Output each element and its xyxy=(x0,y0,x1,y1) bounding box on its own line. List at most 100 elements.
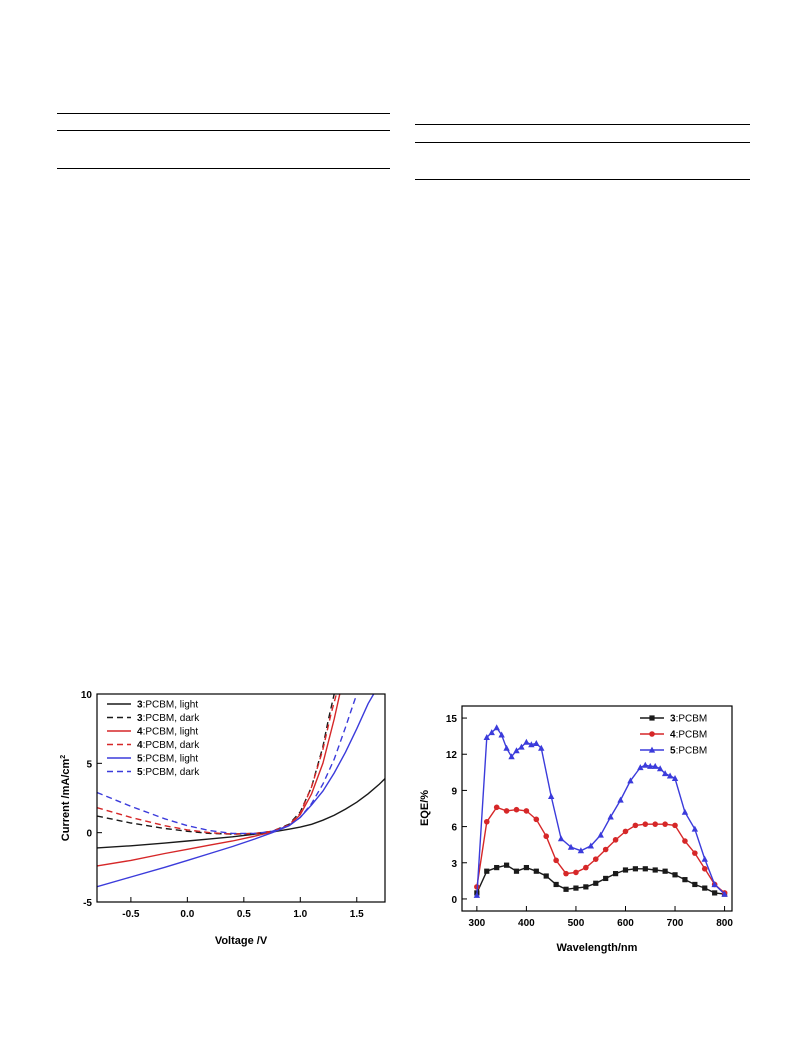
eqe-legend-label-num: 5 xyxy=(670,746,676,757)
eqe-point xyxy=(627,777,634,784)
eqe-point xyxy=(642,866,648,872)
eqe-point xyxy=(656,765,664,772)
eqe-point xyxy=(523,808,530,814)
eqe-legend-label-num: 4 xyxy=(670,730,676,741)
eqe-point xyxy=(661,770,669,777)
eqe-point xyxy=(632,866,638,872)
eqe-point xyxy=(682,838,688,844)
eqe-point xyxy=(557,835,565,842)
eqe-point xyxy=(583,864,589,871)
eqe-point xyxy=(518,743,525,750)
jv-legend-label: 4:PCBM, light xyxy=(137,727,198,738)
jv-y-tick-label: 10 xyxy=(81,690,93,701)
jv-legend-label-text: :PCBM, light xyxy=(143,754,199,765)
eqe-point xyxy=(642,761,649,768)
table-left-top-rule xyxy=(57,113,390,115)
eqe-legend-label-num: 3 xyxy=(670,714,676,725)
eqe-point xyxy=(652,821,659,827)
jv-series-line-6 xyxy=(97,694,358,835)
eqe-point xyxy=(607,813,614,820)
eqe-point xyxy=(672,822,678,829)
eqe-point xyxy=(612,837,619,843)
eqe-chart: 300 400 500 600 700 800 0 3 6 9 12 15 Wavelength/nm… xyxy=(419,705,733,954)
eqe-point xyxy=(553,857,559,864)
eqe-y-tick-label: 12 xyxy=(446,750,458,761)
jv-series-line-4 xyxy=(97,694,338,835)
eqe-point xyxy=(567,843,575,850)
eqe-legend-label-text: :PCBM xyxy=(676,714,708,725)
jv-legend-label: 5:PCBM, dark xyxy=(137,767,200,778)
eqe-point xyxy=(711,881,718,888)
eqe-point xyxy=(593,880,599,886)
eqe-point xyxy=(503,808,510,814)
eqe-ticks: 300 400 500 600 700 800 0 3 6 9 12 15 xyxy=(446,714,733,929)
eqe-point xyxy=(503,862,510,868)
eqe-point xyxy=(692,881,698,888)
jv-legend-label-num: 4 xyxy=(137,727,143,738)
eqe-point xyxy=(642,821,649,827)
eqe-curves xyxy=(473,724,728,898)
eqe-y-tick-label: 15 xyxy=(446,714,458,725)
eqe-point xyxy=(602,846,609,853)
eqe-point xyxy=(523,738,530,745)
eqe-axes-frame xyxy=(461,705,733,912)
eqe-point xyxy=(721,890,728,897)
jv-axes-frame xyxy=(96,693,386,903)
eqe-point xyxy=(484,868,490,874)
jv-y-axis-label-main: Current /mA/cm xyxy=(60,758,72,841)
eqe-point xyxy=(473,891,481,898)
eqe-point xyxy=(712,890,718,896)
jv-legend-label: 3:PCBM, dark xyxy=(137,713,200,724)
table-left-bottom-rule xyxy=(57,168,390,170)
eqe-point xyxy=(587,842,595,849)
eqe-x-tick-label: 300 xyxy=(469,918,486,929)
jv-x-tick-label: 1.0 xyxy=(293,909,307,920)
eqe-point xyxy=(672,872,678,878)
eqe-point xyxy=(702,885,708,891)
eqe-point xyxy=(573,885,579,891)
eqe-point xyxy=(666,772,674,779)
eqe-point xyxy=(682,877,688,883)
jv-x-tick-label: 1.5 xyxy=(350,909,364,920)
eqe-point xyxy=(488,729,495,736)
eqe-x-tick-label: 800 xyxy=(716,918,733,929)
eqe-point xyxy=(691,825,699,832)
eqe-point xyxy=(671,774,679,781)
jv-series-line-1 xyxy=(97,778,385,849)
eqe-point xyxy=(701,865,708,872)
eqe-y-tick-label: 0 xyxy=(451,895,457,906)
jv-plot-area: -0.5 0.0 0.5 1.0 1.5 -5 0 5 10 xyxy=(81,690,386,920)
eqe-point xyxy=(494,864,500,871)
eqe-point xyxy=(483,818,490,825)
jv-legend-label: 5:PCBM, light xyxy=(137,754,198,765)
eqe-point xyxy=(592,856,599,862)
eqe-y-tick-label: 3 xyxy=(451,859,457,870)
eqe-y-tick-label: 6 xyxy=(451,823,457,834)
eqe-y-tick-label: 9 xyxy=(451,786,457,797)
jv-legend-label: 3:PCBM, light xyxy=(137,700,198,711)
eqe-legend-label: 5:PCBM xyxy=(670,746,707,757)
eqe-plot-area: 300 400 500 600 700 800 0 3 6 9 12 15 xyxy=(446,705,733,929)
jv-x-tick-label: -0.5 xyxy=(122,909,140,920)
jv-series-line-5 xyxy=(97,694,375,888)
eqe-point xyxy=(523,864,530,871)
eqe-point xyxy=(662,868,668,874)
jv-legend-label: 4:PCBM, dark xyxy=(137,740,200,751)
jv-legend-label-text: :PCBM, dark xyxy=(143,713,201,724)
eqe-point xyxy=(513,806,520,813)
jv-legend-label-num: 3 xyxy=(137,713,143,724)
jv-series-line-2 xyxy=(97,694,335,835)
jv-legend-label-num: 3 xyxy=(137,700,143,711)
jv-ticks: -0.5 0.0 0.5 1.0 1.5 -5 0 5 10 xyxy=(81,690,364,920)
eqe-point xyxy=(612,871,619,877)
eqe-point xyxy=(513,868,520,874)
eqe-point xyxy=(647,762,654,769)
table-right-header-rule xyxy=(415,142,750,144)
eqe-point xyxy=(637,764,644,771)
eqe-point xyxy=(543,833,550,840)
eqe-point xyxy=(563,870,569,877)
eqe-legend-marker xyxy=(649,731,655,737)
jv-x-tick-label: 0.5 xyxy=(237,909,251,920)
eqe-legend-label-text: :PCBM xyxy=(676,730,708,741)
